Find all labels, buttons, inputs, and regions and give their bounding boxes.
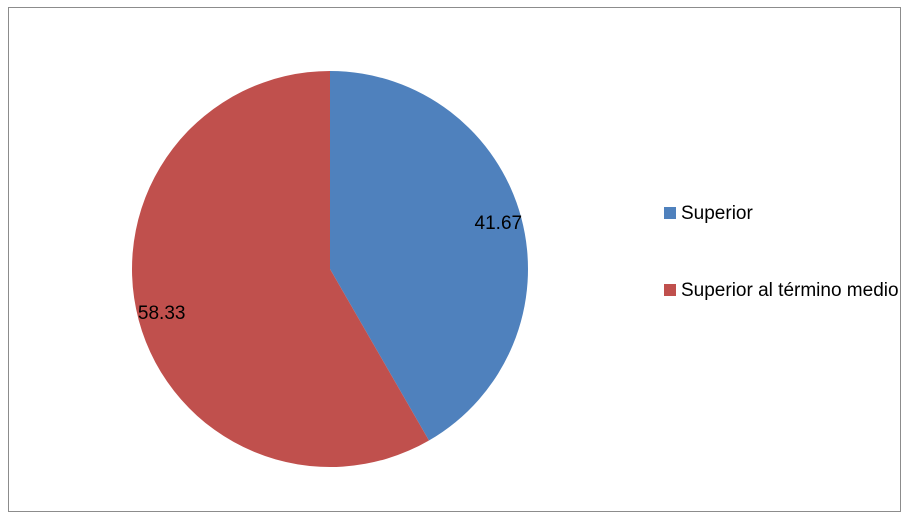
pie-slice-superior xyxy=(330,71,528,441)
data-label-superior: 41.67 xyxy=(475,213,523,234)
pie-slice-superior-al-t-rmino-medio xyxy=(132,71,429,467)
data-label-superior-al-t-rmino-medio: 58.33 xyxy=(138,303,186,324)
pie-slices xyxy=(132,71,528,467)
pie-data-labels: 41.67 58.33 xyxy=(138,213,522,324)
legend-swatch-superior-al-termino-medio xyxy=(664,284,676,296)
legend-swatch-superior xyxy=(664,207,676,219)
legend-label-superior-al-termino-medio: Superior al término medio xyxy=(681,280,899,301)
legend-label-superior: Superior xyxy=(681,203,753,224)
